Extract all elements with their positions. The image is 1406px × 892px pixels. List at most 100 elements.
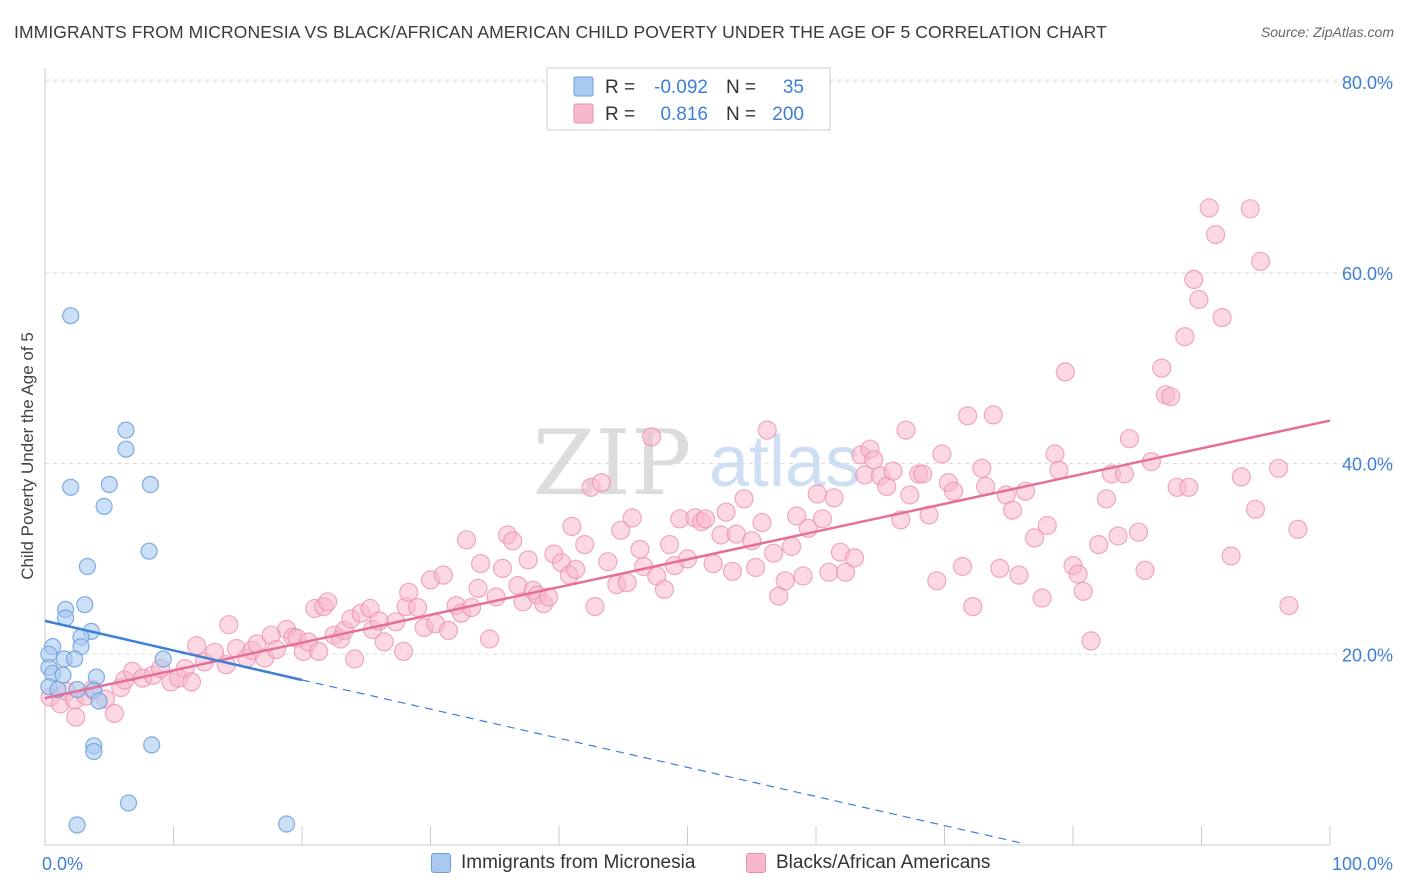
pink-point [1184,269,1204,289]
blue-point [154,650,172,668]
pink-point [181,672,202,692]
pink-point [793,566,813,586]
pink-point [1108,526,1128,546]
pink-point [539,587,559,607]
pink-point [438,620,459,641]
pink-point [745,557,766,578]
bottom-legend: Immigrants from Micronesia Blacks/Africa… [0,850,1406,880]
blue-point [95,497,113,515]
pink-point [1002,500,1023,520]
x-tick-label: 0.0% [42,854,83,874]
pink-point [104,703,125,724]
pink-point [824,488,844,508]
pink-point [983,405,1003,425]
pink-point [1189,289,1209,310]
blue-point [141,475,159,494]
stats-r-label: R = [605,77,635,98]
legend-label: Blacks/African Americans [776,852,991,873]
stats-r-value: 0.816 [660,104,708,125]
pink-point [433,565,453,585]
blue-point [62,307,80,325]
pink-point [345,649,365,669]
pink-point [896,420,916,440]
y-tick-label: 20.0% [1342,645,1393,665]
pink-point [480,629,500,649]
pink-point [187,636,207,656]
trend-lines [44,419,1331,844]
pink-point [763,543,784,563]
pink-point [807,484,827,504]
pink-point [456,530,477,550]
legend-label: Immigrants from Micronesia [461,852,696,873]
pink-point [503,531,523,551]
pink-point [1279,595,1299,616]
pink-point [393,641,414,662]
pink-point [1089,534,1109,555]
pink-point [844,548,865,568]
blue-point [90,692,108,710]
pink-point [585,596,605,617]
stats-r-value: -0.092 [654,77,708,98]
pink-point [1032,588,1052,608]
pink-point [695,509,716,529]
tick-labels: 20.0% 40.0% 60.0% 80.0% 0.0% 100.0% [42,73,1393,874]
y-tick-label: 40.0% [1342,455,1393,475]
pink-point [399,582,419,602]
blue-point [85,742,103,761]
pink-point [1096,489,1117,509]
pink-point [957,406,978,426]
x-tick-label: 100.0% [1332,854,1393,874]
pink-point [1128,522,1149,542]
pink-point [1045,444,1065,464]
blue-series-points [40,307,296,834]
pink-point [641,427,662,447]
pink-point [781,536,802,557]
pink-point [66,707,86,727]
zipatlas-watermark: ZIP atlas [533,411,861,516]
blue-point [78,557,97,576]
stats-legend-pink-swatch [573,103,594,124]
pink-point [734,489,754,509]
pink-point [943,481,964,501]
pink-point [1009,565,1029,585]
pink-point [752,512,772,533]
pink-point [1240,199,1260,219]
pink-point [812,509,833,529]
pink-point [864,450,884,470]
pink-point [1119,429,1140,449]
pink-point [492,558,513,579]
legend-item-black-african-american: Blacks/African Americans [746,852,990,874]
pink-point [219,615,239,635]
pink-point [1212,308,1232,328]
legend-item-micronesia: Immigrants from Micronesia [431,852,695,874]
pink-point [819,562,839,582]
pink-point [835,562,856,582]
blue-point [68,816,86,834]
pink-point [1179,477,1199,497]
pink-point [630,539,650,559]
axes [44,68,1331,846]
pink-point [990,558,1010,579]
legend-swatch-pink [746,853,766,873]
pink-point [703,553,723,574]
stats-n-value: 200 [772,104,804,125]
pink-point [722,561,743,581]
chart-title: IMMIGRANTS FROM MICRONESIA VS BLACK/AFRI… [14,22,1107,42]
blue-point [140,542,158,560]
pink-point [1231,467,1251,487]
blue-point [143,736,161,754]
pink-point [611,520,631,540]
pink-point [1268,458,1289,478]
blue-point [278,815,296,833]
pink-point [1081,631,1101,651]
pink-point [1152,358,1172,378]
blue-point [65,650,84,668]
blue-point [54,666,72,684]
source-credit: Source: ZipAtlas.com [1260,24,1394,40]
blue-point [62,478,80,496]
pink-point [1114,464,1135,484]
pink-point [598,552,618,572]
pink-point [518,550,538,570]
blue-point [117,421,135,439]
pink-point [1037,515,1057,536]
